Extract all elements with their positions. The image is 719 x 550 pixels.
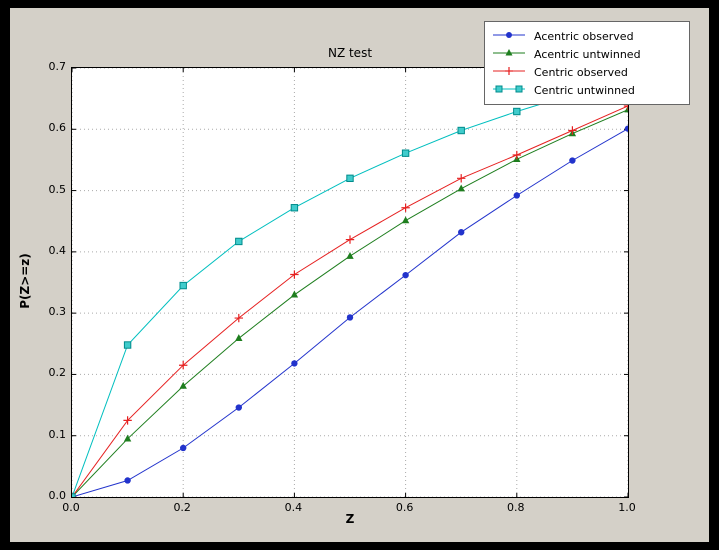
legend-row-acentric-observed: Acentric observed — [491, 27, 683, 45]
series-marker-centric-untwinned — [515, 85, 523, 92]
series-line-acentric-untwinned — [72, 109, 628, 497]
series-marker-acentric-untwinned — [505, 48, 513, 55]
legend-label: Centric observed — [534, 65, 628, 79]
x-tick-label: 0.6 — [395, 501, 414, 514]
figure-canvas: NZ test Z P(Z>=z) Acentric observed Acent… — [10, 8, 709, 542]
legend-label: Centric untwinned — [534, 83, 635, 97]
series-line-centric-untwinned — [72, 77, 628, 497]
series-marker-centric-observed — [234, 313, 243, 323]
series-marker-acentric-untwinned — [457, 184, 465, 192]
legend-sample-square-icon — [491, 81, 527, 100]
legend-label: Acentric untwinned — [534, 47, 641, 61]
series-marker-acentric-observed — [513, 192, 520, 199]
series-marker-centric-untwinned — [346, 174, 354, 183]
series-marker-centric-untwinned — [123, 341, 132, 349]
series-marker-acentric-observed — [624, 125, 628, 132]
series-marker-centric-observed — [505, 66, 513, 75]
series-line-centric-observed — [72, 105, 628, 497]
y-tick-label: 0.5 — [48, 182, 67, 196]
series-marker-centric-observed — [512, 150, 521, 160]
series-marker-acentric-untwinned — [123, 434, 132, 442]
series-marker-acentric-observed — [569, 157, 576, 164]
series-marker-acentric-observed — [458, 229, 465, 236]
legend-row-centric-observed: Centric observed — [491, 63, 683, 81]
series-marker-acentric-observed — [291, 360, 298, 367]
series-marker-acentric-untwinned — [290, 290, 299, 298]
legend-sample-circle-icon — [491, 27, 527, 46]
series-marker-centric-untwinned — [72, 493, 76, 497]
series-marker-centric-untwinned — [235, 237, 243, 246]
series-marker-acentric-observed — [180, 444, 187, 452]
x-tick-label: 1.0 — [618, 501, 636, 514]
x-tick-label: 0.8 — [507, 501, 525, 514]
y-tick-label: 0.0 — [48, 489, 67, 502]
series-marker-centric-observed — [123, 416, 132, 425]
y-tick-label: 0.4 — [48, 243, 67, 257]
series-marker-centric-untwinned — [179, 281, 187, 290]
series-marker-acentric-observed — [346, 314, 354, 321]
series-marker-centric-observed — [345, 235, 355, 244]
x-tick-label: 0.4 — [284, 501, 303, 514]
series-marker-acentric-observed — [124, 477, 131, 484]
series-marker-acentric-untwinned — [179, 381, 187, 389]
series-marker-centric-untwinned — [457, 126, 465, 135]
series-marker-centric-observed — [179, 361, 188, 370]
series-marker-centric-untwinned — [290, 204, 299, 212]
y-tick-label: 0.3 — [48, 305, 67, 319]
series-marker-centric-untwinned — [495, 85, 503, 92]
series-marker-centric-observed — [623, 101, 628, 111]
series-marker-centric-observed — [568, 126, 577, 135]
series-marker-centric-observed — [457, 174, 466, 183]
series-marker-centric-observed — [401, 203, 410, 212]
y-axis-label: P(Z>=z) — [18, 253, 32, 309]
series-marker-centric-untwinned — [401, 149, 410, 157]
legend-label: Acentric observed — [534, 29, 634, 43]
series-marker-centric-observed — [290, 270, 299, 279]
series-marker-acentric-untwinned — [624, 105, 628, 113]
series-marker-centric-untwinned — [513, 107, 521, 116]
y-tick-label: 0.2 — [48, 366, 67, 380]
y-tick-label: 0.1 — [48, 427, 67, 441]
x-tick-label: 0.0 — [62, 501, 80, 514]
x-tick-label: 0.2 — [173, 501, 191, 514]
legend: Acentric observed Acentric untwinned Centr… — [484, 21, 690, 105]
series-marker-acentric-untwinned — [401, 216, 410, 224]
series-marker-acentric-observed — [235, 404, 242, 411]
legend-sample-triangle-icon — [491, 45, 527, 64]
y-tick-label: 0.7 — [48, 60, 67, 73]
x-axis-label: Z — [345, 512, 355, 526]
series-marker-acentric-untwinned — [235, 334, 243, 341]
y-tick-label: 0.6 — [48, 121, 67, 135]
plot-area — [71, 67, 629, 498]
series-marker-acentric-observed — [506, 31, 512, 38]
legend-row-centric-untwinned: Centric untwinned — [491, 81, 683, 99]
legend-sample-plus-icon — [491, 63, 527, 82]
series-marker-acentric-untwinned — [346, 251, 354, 259]
plot-svg — [72, 68, 628, 497]
legend-row-acentric-untwinned: Acentric untwinned — [491, 45, 683, 63]
chart-title: NZ test — [327, 46, 373, 60]
series-marker-acentric-observed — [402, 271, 409, 279]
